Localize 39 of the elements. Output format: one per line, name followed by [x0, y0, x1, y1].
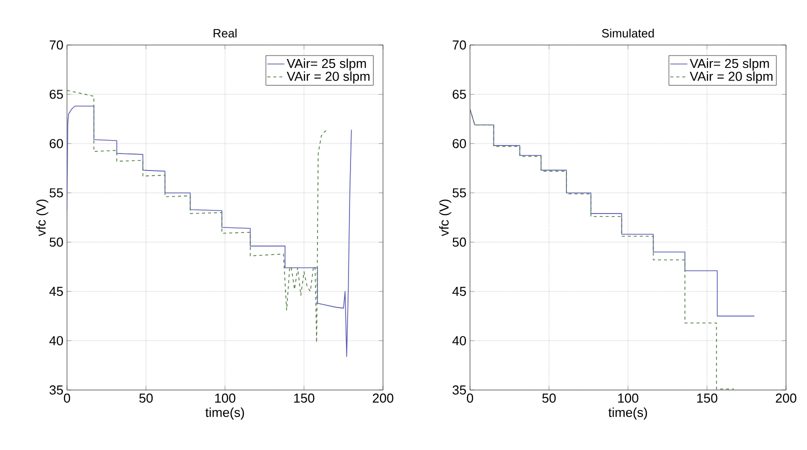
y-tick-label: 65 [452, 90, 466, 99]
line-series [67, 90, 328, 344]
y-tick-label: 55 [50, 188, 63, 198]
x-tick-label: 50 [542, 394, 556, 403]
y-tick-label: 60 [50, 138, 63, 148]
x-axis-title: time(s) [608, 408, 647, 420]
x-axis-title: time(s) [205, 408, 244, 420]
x-tick-label: 150 [697, 394, 718, 403]
y-axis-title: vfc (V) [439, 200, 452, 236]
x-tick-label: 200 [372, 394, 394, 403]
x-tick-label: 100 [215, 394, 236, 403]
x-tick-label: 200 [776, 394, 796, 403]
x-tick-label: 150 [294, 394, 314, 403]
legend-label: VAir= 25 slpm [286, 58, 366, 71]
y-tick-label: 55 [452, 188, 466, 198]
legend-label: VAir= 25 slpm [690, 58, 769, 71]
chart-title: Simulated [602, 28, 654, 38]
x-tick-label: 0 [466, 394, 474, 403]
x-tick-label: 50 [139, 394, 153, 403]
line-series [470, 108, 734, 390]
y-tick-label: 45 [452, 286, 466, 296]
chart-title: Real [214, 28, 236, 38]
y-tick-label: 50 [452, 238, 466, 247]
y-tick-label: 60 [452, 138, 466, 148]
y-tick-label: 65 [50, 90, 63, 99]
y-tick-label: 35 [452, 385, 466, 395]
y-axis-title: vfc (V) [36, 200, 48, 236]
legend-label: VAir = 20 slpm [690, 71, 772, 84]
y-tick-label: 50 [50, 238, 63, 247]
x-tick-label: 0 [64, 394, 70, 403]
y-tick-label: 45 [49, 286, 63, 296]
legend-label: VAir = 20 slpm [286, 71, 370, 84]
y-tick-label: 70 [50, 40, 63, 50]
y-tick-label: 70 [452, 40, 466, 50]
y-tick-label: 40 [49, 336, 63, 346]
line-series [67, 106, 352, 357]
x-tick-label: 100 [618, 394, 638, 403]
y-tick-label: 40 [452, 336, 466, 346]
y-tick-label: 35 [50, 385, 63, 395]
